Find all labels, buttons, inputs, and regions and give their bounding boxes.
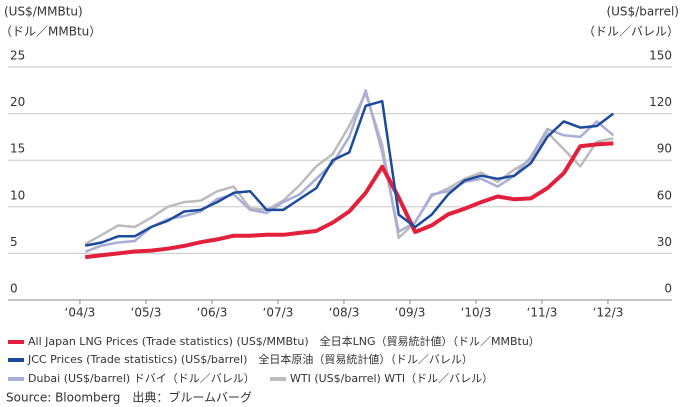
y-tick-label: 0 — [10, 282, 18, 296]
source-note: Source: Bloomberg 出典：ブルームバーグ — [6, 390, 252, 405]
y2-tick-label: 150 — [649, 49, 672, 63]
x-tick-label: ‘07/3 — [263, 306, 294, 320]
y-tick-label: 10 — [10, 188, 25, 202]
y2-tick-label: 120 — [649, 95, 672, 109]
y2-tick-label: 90 — [657, 142, 672, 156]
y-tick-label: 25 — [10, 49, 25, 63]
y-axis-label: (US$/MMBtu) — [4, 5, 83, 19]
legend-text: Dubai (US$/barrel) ドバイ（ドル／バレル） — [28, 372, 255, 385]
legend-text: WTI (US$/barrel) WTI（ドル／バレル） — [290, 372, 493, 385]
series-line — [84, 141, 614, 260]
y2-tick-label: 30 — [657, 235, 672, 249]
x-tick-label: ‘10/3 — [461, 306, 492, 320]
series-line — [84, 89, 615, 253]
y2-tick-label: 60 — [657, 188, 672, 202]
y-tick-label: 20 — [10, 95, 25, 109]
y2-tick-label: 0 — [664, 282, 672, 296]
legend-text: JCC Prices (Trade statistics) (US$/barre… — [27, 352, 473, 366]
x-tick-label: ‘09/3 — [395, 306, 426, 320]
x-tick-label: ‘05/3 — [131, 306, 162, 320]
x-tick-label: ‘08/3 — [329, 306, 360, 320]
x-tick-label: ‘12/3 — [593, 306, 624, 320]
y2-axis-label: （ドル／バレル） — [583, 25, 679, 39]
x-tick-label: ‘04/3 — [65, 306, 96, 320]
y-tick-label: 15 — [10, 142, 25, 156]
series-line — [84, 99, 615, 247]
y-axis-label: （ドル／MMBtu） — [0, 25, 101, 39]
x-tick-label: ‘11/3 — [527, 306, 558, 320]
x-tick-label: ‘06/3 — [197, 306, 228, 320]
y2-axis-label: (US$/barrel) — [606, 5, 679, 19]
y-tick-label: 5 — [10, 235, 18, 249]
legend-text: All Japan LNG Prices (Trade statistics) … — [28, 334, 540, 348]
